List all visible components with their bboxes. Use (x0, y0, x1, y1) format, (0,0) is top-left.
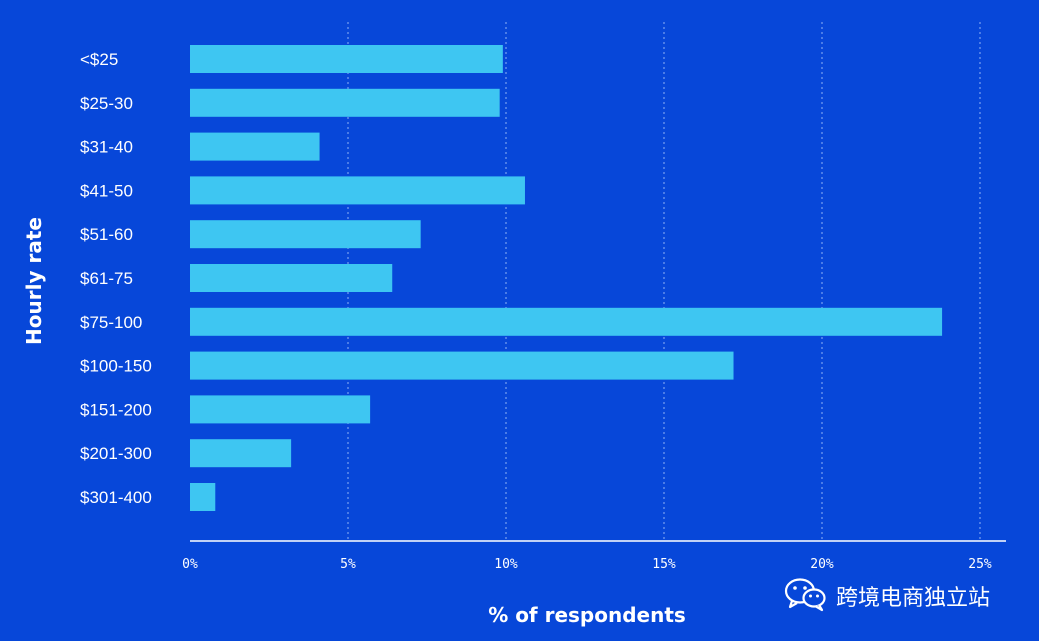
category-labels: <$25 $25-30 $31-40 $41-50 $51-60 $61-75 $75-10… (80, 50, 152, 507)
x-tick-label: 15% (652, 557, 676, 572)
bar (190, 176, 525, 205)
category-label: $75-100 (80, 313, 142, 332)
bar (190, 395, 371, 424)
category-label: $41-50 (80, 181, 133, 200)
bar (190, 351, 734, 380)
bar (190, 307, 943, 336)
x-tick-label: 0% (182, 557, 198, 572)
category-label: <$25 (80, 50, 118, 69)
x-axis-title: % of respondents (488, 603, 686, 627)
category-label: $61-75 (80, 269, 133, 288)
watermark-text: 跨境电商独立站 (836, 586, 991, 611)
wechat-icon (784, 576, 828, 617)
category-label: $100-150 (80, 357, 152, 376)
bar (190, 483, 216, 511)
category-label: $25-30 (80, 94, 133, 113)
category-label: $31-40 (80, 138, 133, 157)
bar (190, 45, 503, 73)
x-tick-label: 25% (968, 557, 992, 572)
x-tick-label: 20% (810, 557, 834, 572)
x-tick-label: 10% (494, 557, 518, 572)
category-label: $201-300 (80, 444, 152, 463)
category-label: $151-200 (80, 400, 152, 419)
bar (190, 132, 320, 161)
category-label: $51-60 (80, 225, 133, 244)
bar (190, 264, 393, 292)
bar (190, 439, 292, 468)
watermark: 跨境电商独立站 (784, 576, 991, 617)
category-label: $301-400 (80, 488, 152, 507)
bars (190, 45, 943, 511)
bar (190, 220, 421, 249)
x-tick-labels: 0% 5% 10% 15% 20% 25% (182, 557, 992, 572)
bar (190, 88, 500, 117)
y-axis-title: Hourly rate (22, 217, 46, 345)
x-tick-label: 5% (340, 557, 356, 572)
